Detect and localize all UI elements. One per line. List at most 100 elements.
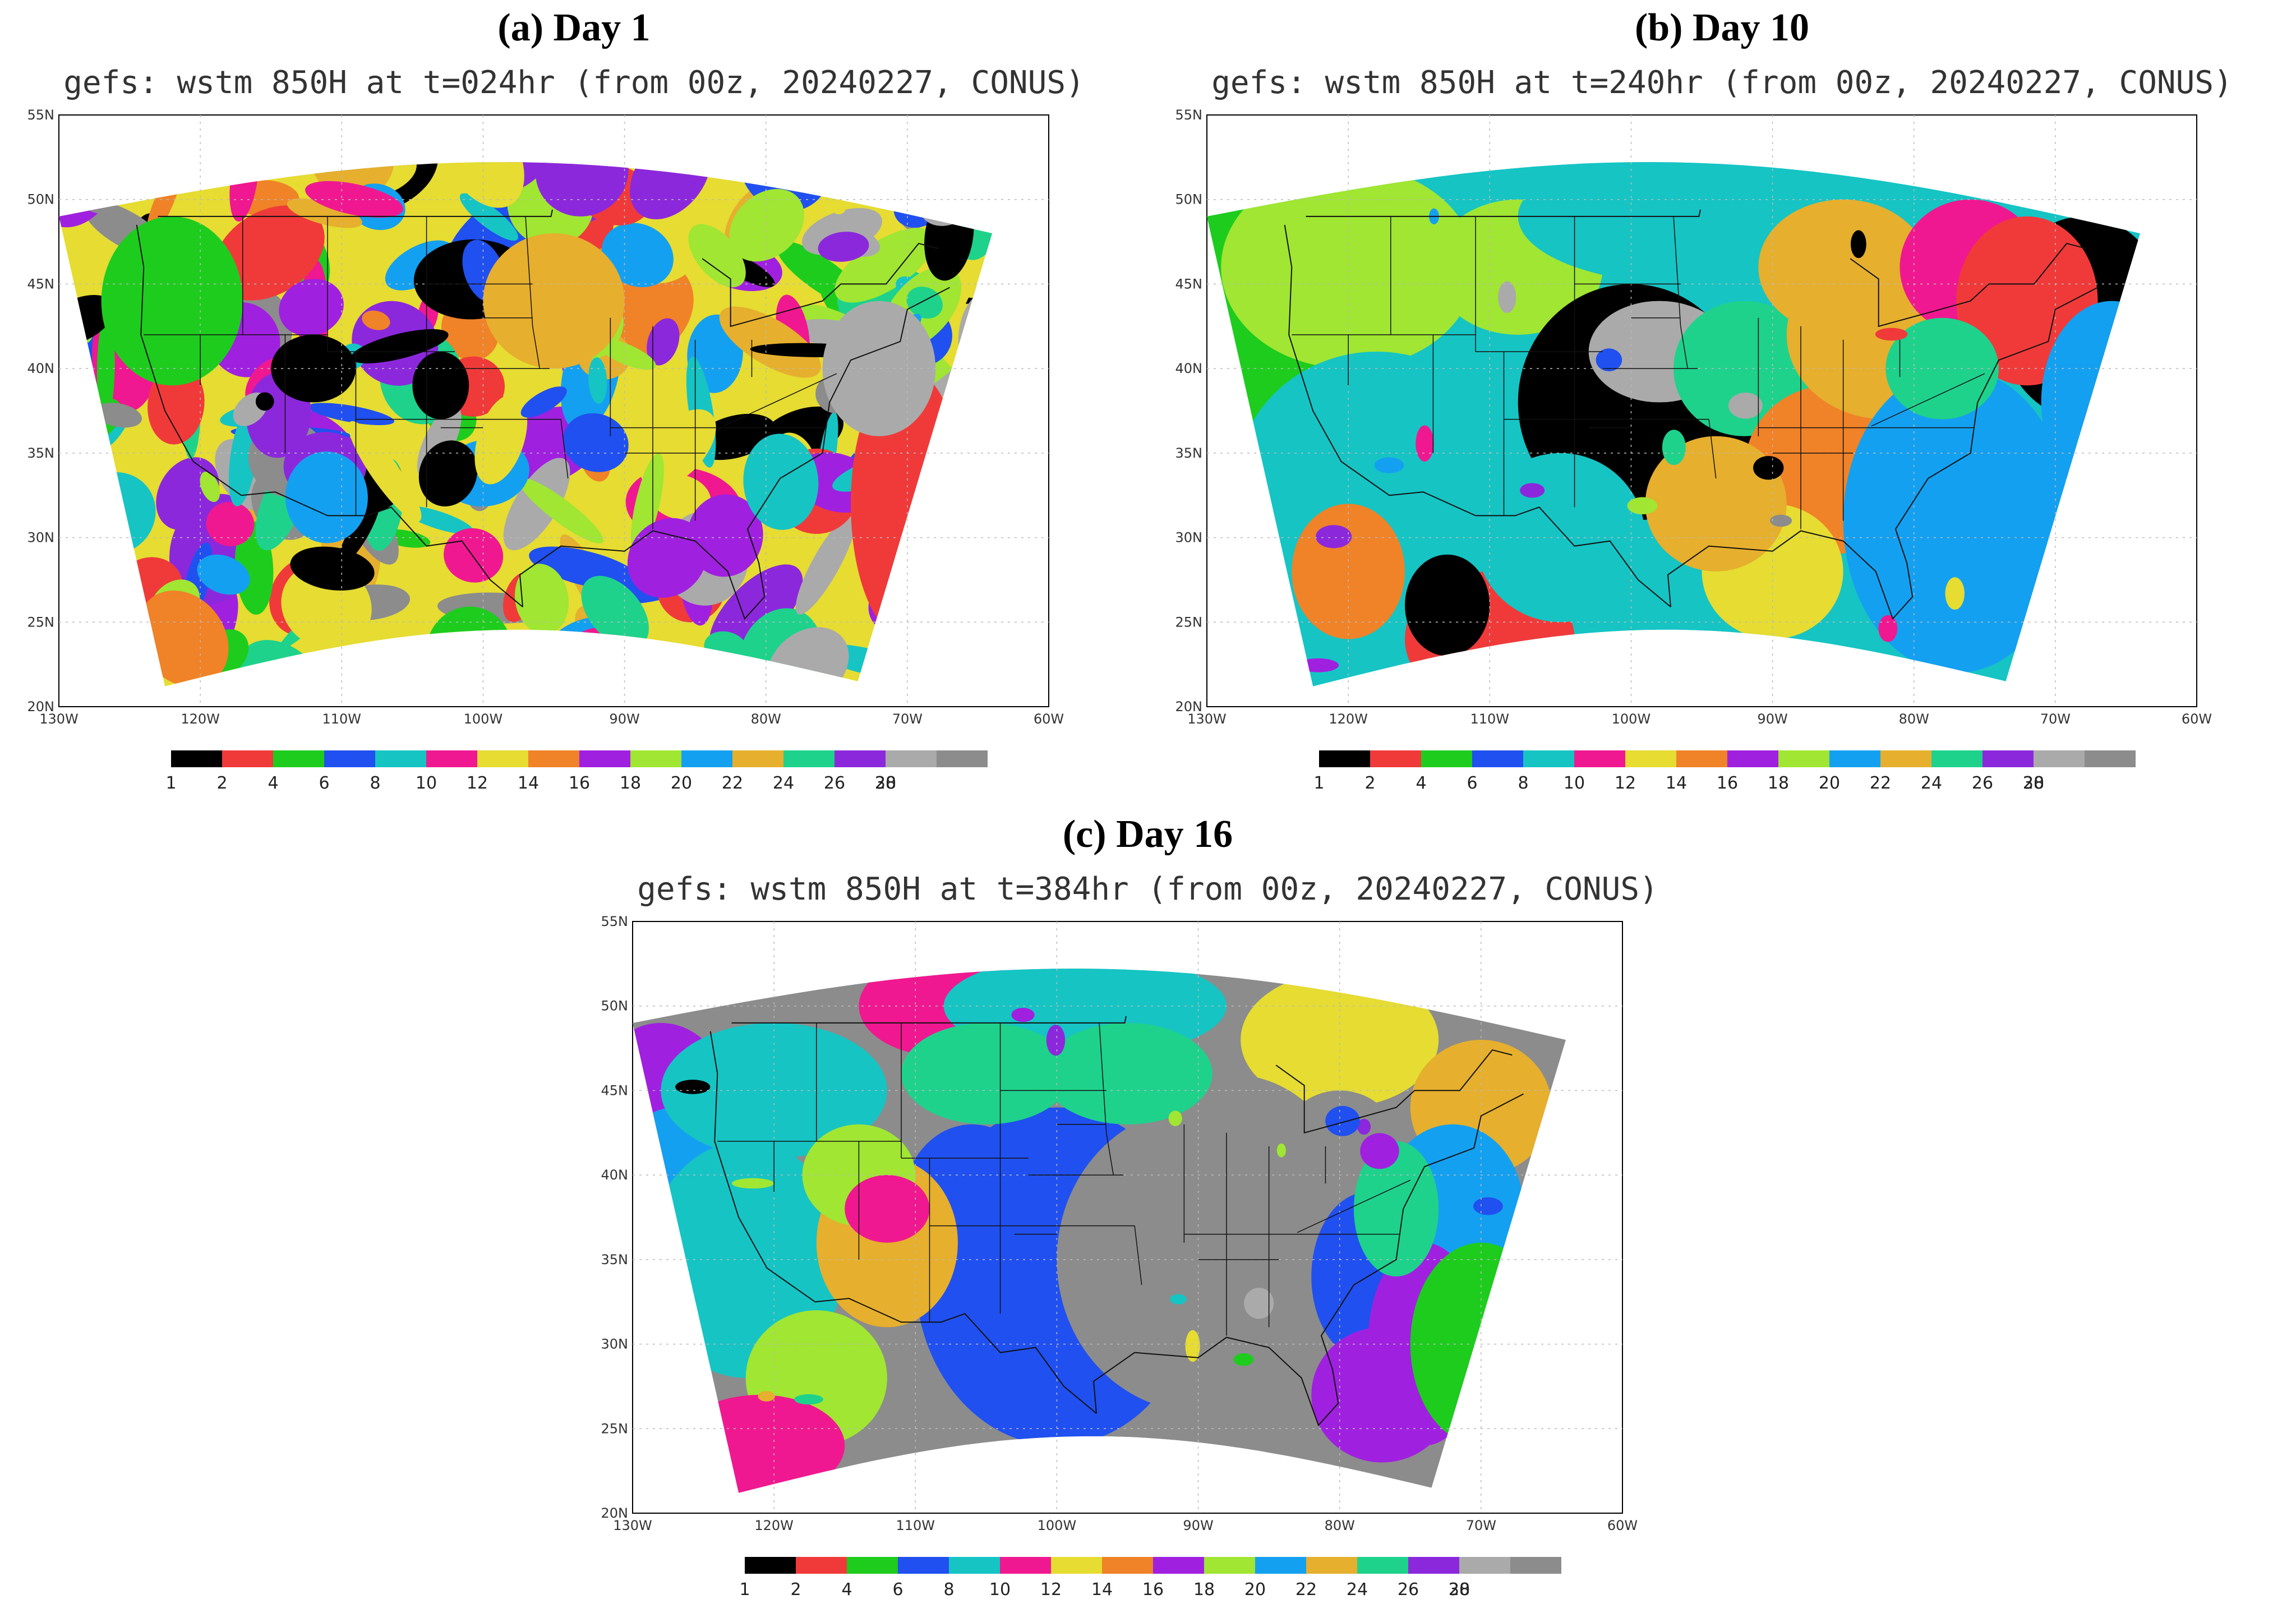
lat-tick-label: 45N — [601, 1082, 629, 1098]
colorbar-swatch — [1051, 1557, 1102, 1574]
colorbar-label: 20 — [1819, 773, 1840, 793]
colorbar-label: 2 — [216, 773, 227, 793]
colorbar-swatch — [2034, 750, 2085, 767]
colorbar-label: 28 — [875, 773, 896, 793]
colorbar-swatch — [630, 750, 681, 767]
lon-tick-label: 90W — [609, 711, 639, 727]
colorbar-label: 30 — [2023, 773, 2044, 793]
colorbar-label: 28 — [1449, 1580, 1470, 1600]
map-title: gefs: wstm 850H at t=384hr (from 00z, 20… — [637, 871, 1658, 907]
lon-tick-label: 70W — [892, 711, 923, 727]
colorbar-label: 8 — [1518, 773, 1528, 793]
lon-tick-label: 90W — [1757, 711, 1787, 727]
colorbar-swatch — [1153, 1557, 1204, 1574]
colorbar-swatch — [681, 750, 732, 767]
colorbar-swatch — [847, 1557, 898, 1574]
lon-tick-label: 100W — [1038, 1518, 1077, 1533]
lon-tick-label: 80W — [751, 711, 781, 727]
lon-tick-label: 120W — [754, 1518, 794, 1533]
lon-tick-label: 120W — [1329, 711, 1368, 727]
panel-label: (c) Day 16 — [1062, 813, 1233, 856]
colorbar-swatch — [579, 750, 630, 767]
lon-tick-label: 60W — [1607, 1518, 1638, 1533]
lon-tick-label: 120W — [181, 711, 220, 727]
colorbar-swatch — [426, 750, 477, 767]
colorbar-label: 14 — [518, 773, 539, 793]
lat-tick-label: 25N — [27, 614, 55, 630]
colorbar-swatch — [1102, 1557, 1153, 1574]
colorbar-label: 1 — [165, 773, 176, 793]
lat-tick-label: 30N — [27, 530, 55, 546]
colorbar-label: 26 — [824, 773, 845, 793]
colorbar-label: 22 — [1295, 1580, 1317, 1600]
colorbar-swatch — [1829, 750, 1880, 767]
panel-day-16: (c) Day 16 gefs: wstm 850H at t=384hr (f… — [574, 806, 1722, 1613]
lon-tick-label: 70W — [2040, 711, 2071, 727]
colorbar-swatch — [1319, 750, 1370, 767]
colorbar-swatch — [222, 750, 273, 767]
colorbar-swatch — [273, 750, 324, 767]
map-plot: 20N 25N 30N 35N 40N 45N 50N 55N 130W 120W 110W 100W… — [1175, 107, 2212, 793]
colorbar-swatch — [528, 750, 579, 767]
colorbar-label: 16 — [1142, 1580, 1164, 1600]
lat-tick-label: 30N — [1175, 530, 1203, 546]
lon-tick-label: 110W — [896, 1518, 935, 1533]
lat-tick-label: 40N — [601, 1167, 629, 1183]
colorbar-swatch — [1421, 750, 1472, 767]
panel-label: (a) Day 1 — [497, 6, 651, 49]
colorbar-swatch — [1574, 750, 1625, 767]
colorbar-label: 4 — [841, 1580, 852, 1600]
colorbar-swatch — [745, 1557, 796, 1574]
lon-tick-label: 60W — [1034, 711, 1064, 727]
colorbar-swatch — [898, 1557, 949, 1574]
lat-tick-label: 35N — [27, 445, 55, 461]
colorbar-swatch — [171, 750, 222, 767]
colorbar-label: 18 — [620, 773, 641, 793]
lat-tick-label: 55N — [601, 914, 629, 929]
lon-tick-label: 130W — [613, 1518, 652, 1533]
gridlines — [633, 921, 1622, 1513]
colorbar-label: 2 — [790, 1580, 801, 1600]
colorbar-swatch — [1408, 1557, 1459, 1574]
lat-tick-label: 25N — [601, 1421, 629, 1436]
colorbar-label: 1 — [1313, 773, 1324, 793]
colorbar-label: 20 — [671, 773, 692, 793]
lat-tick-label: 35N — [601, 1252, 629, 1268]
colorbar-label: 14 — [1666, 773, 1687, 793]
lon-tick-label: 130W — [39, 711, 79, 727]
colorbar-label: 26 — [1972, 773, 1993, 793]
lon-tick-label: 100W — [464, 711, 503, 727]
colorbar-label: 4 — [1416, 773, 1426, 793]
colorbar-label: 18 — [1193, 1580, 1215, 1600]
colorbar-swatch — [1204, 1557, 1255, 1574]
colorbar-swatch — [1510, 1557, 1561, 1574]
colorbar-label: 10 — [416, 773, 437, 793]
colorbar-label: 20 — [1244, 1580, 1266, 1600]
gridlines — [59, 115, 1049, 707]
colorbar-swatch — [886, 750, 937, 767]
colorbar-label: 12 — [467, 773, 488, 793]
lat-tick-label: 50N — [27, 192, 55, 208]
lat-tick-label: 45N — [1175, 276, 1203, 292]
colorbar-label: 14 — [1091, 1580, 1113, 1600]
lat-tick-label: 45N — [27, 276, 55, 292]
boundary-lines — [709, 1016, 1524, 1427]
lat-tick-label: 30N — [601, 1337, 629, 1352]
colorbar-swatch — [1983, 750, 2034, 767]
colorbar-label: 24 — [1921, 773, 1942, 793]
colorbar-label: 24 — [1347, 1580, 1368, 1600]
colorbar-swatch — [783, 750, 835, 767]
colorbar-swatch — [1357, 1557, 1408, 1574]
colorbar-swatch — [949, 1557, 1000, 1574]
lat-tick-label: 55N — [27, 107, 55, 123]
colorbar-label: 12 — [1615, 773, 1636, 793]
lat-tick-label: 50N — [601, 998, 629, 1014]
colorbar-label: 18 — [1768, 773, 1789, 793]
colorbar-swatch — [1676, 750, 1727, 767]
colorbar-label: 26 — [1398, 1580, 1419, 1600]
colorbar-label: 1 — [739, 1580, 750, 1600]
boundary-lines — [136, 209, 950, 620]
